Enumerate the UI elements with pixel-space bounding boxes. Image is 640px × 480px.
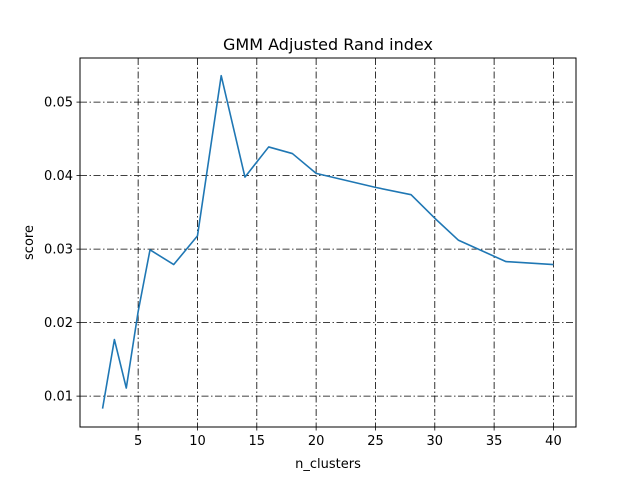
x-tick-label: 15 <box>249 434 266 449</box>
y-axis-label: score <box>22 225 37 260</box>
y-tick-label: 0.03 <box>44 243 73 258</box>
series-line <box>101 74 554 409</box>
y-tick-label: 0.01 <box>44 390 73 405</box>
x-axis-label: n_clusters <box>295 457 361 472</box>
x-tick-label: 25 <box>367 434 384 449</box>
y-tick-label: 0.02 <box>44 316 73 331</box>
tick-marks-and-labels: 5 10 15 20 25 30 35 40 0.01 0.02 0.03 0.04 0.05 <box>44 96 562 449</box>
plot-area-frame <box>79 57 577 428</box>
y-tick-label: 0.04 <box>44 169 73 184</box>
x-tick-label: 35 <box>486 434 503 449</box>
x-tick-label: 10 <box>189 434 206 449</box>
x-tick-label: 20 <box>308 434 325 449</box>
series-layer <box>101 74 554 409</box>
chart-title: GMM Adjusted Rand index <box>223 35 433 54</box>
y-tick-label: 0.05 <box>44 96 73 111</box>
x-tick-label: 5 <box>134 434 142 449</box>
x-tick-label: 40 <box>545 434 562 449</box>
x-tick-label: 30 <box>427 434 444 449</box>
